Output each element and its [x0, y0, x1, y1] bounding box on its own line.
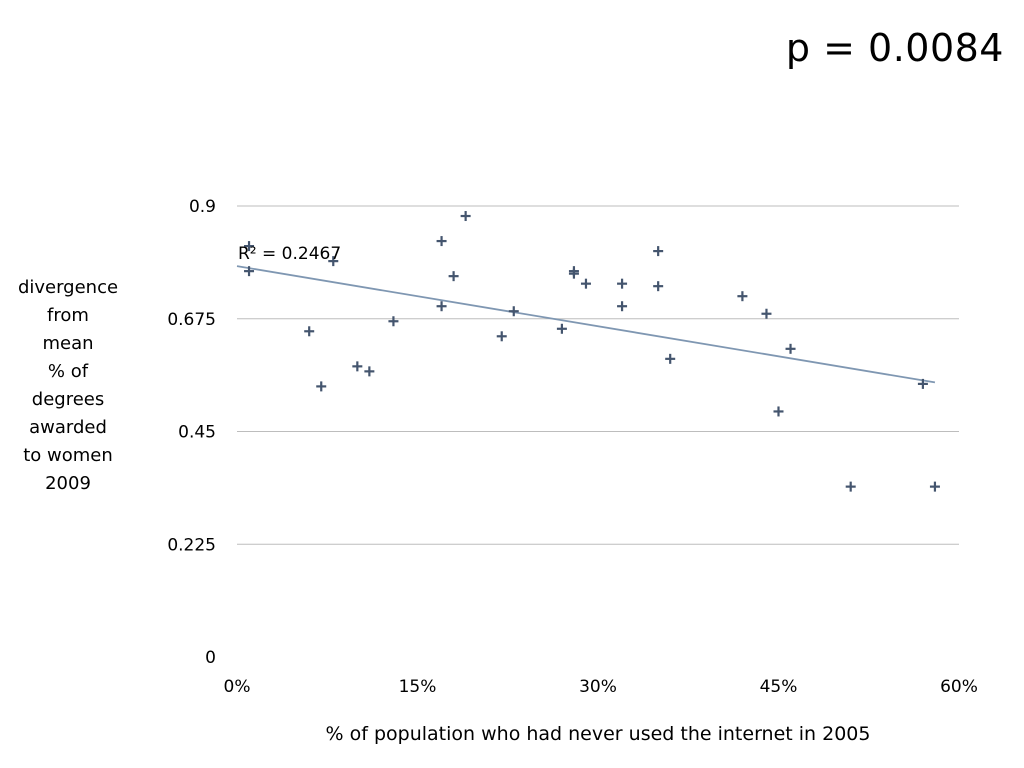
y-axis-label-line: from: [47, 305, 89, 326]
data-point: [929, 481, 940, 492]
data-point: [352, 361, 363, 372]
y-tick-label: 0.675: [167, 310, 216, 330]
y-tick-label: 0.225: [167, 535, 216, 555]
data-point: [328, 256, 339, 267]
p-value-label: p = 0.0084: [785, 26, 1004, 70]
data-point: [496, 331, 507, 342]
data-point: [364, 366, 375, 377]
y-axis-label-line: % of: [47, 361, 89, 382]
y-axis-label-line: divergence: [17, 277, 119, 298]
data-point: [436, 236, 447, 247]
y-tick-label: 0: [205, 648, 216, 668]
x-tick-label: 45%: [760, 677, 798, 697]
trendline: [236, 265, 936, 384]
x-tick-label: 60%: [940, 677, 978, 697]
data-point: [653, 281, 664, 292]
y-axis-label-line: awarded: [29, 417, 107, 438]
data-point: [460, 211, 471, 222]
data-point: [785, 343, 796, 354]
y-axis-label-line: 2009: [45, 473, 91, 494]
data-point: [244, 241, 255, 252]
data-point: [845, 481, 856, 492]
y-axis-label: divergence from mean % of degrees awarded to w…: [0, 274, 136, 498]
data-point: [665, 353, 676, 364]
x-axis-ticks: 0% 15% 30% 45% 60%: [224, 677, 978, 697]
data-point: [448, 271, 459, 282]
x-tick-label: 30%: [579, 677, 617, 697]
data-point: [508, 306, 519, 317]
r-squared-label: R² = 0.2467: [238, 244, 341, 264]
data-point: [244, 266, 255, 277]
data-point: [304, 326, 315, 337]
data-point: [580, 278, 591, 289]
y-axis-label-line: degrees: [31, 389, 105, 410]
x-tick-label: 0%: [224, 677, 251, 697]
gridlines: [237, 205, 959, 545]
data-point: [617, 301, 628, 312]
data-point: [316, 381, 327, 392]
data-point: [388, 316, 399, 327]
data-point: [617, 278, 628, 289]
y-axis-label-line: mean: [42, 333, 94, 354]
y-tick-label: 0.45: [178, 423, 216, 443]
data-point: [568, 268, 579, 279]
data-point: [737, 291, 748, 302]
y-axis-ticks: 0 0.225 0.45 0.675 0.9: [167, 197, 216, 668]
data-point: [773, 406, 784, 417]
data-point: [653, 246, 664, 257]
x-tick-label: 15%: [399, 677, 437, 697]
data-points: [244, 211, 940, 492]
y-tick-label: 0.9: [189, 197, 216, 217]
x-axis-label: % of population who had never used the i…: [325, 723, 871, 745]
y-axis-label-line: to women: [23, 445, 113, 466]
data-point: [436, 301, 447, 312]
data-point: [917, 378, 928, 389]
data-point: [761, 308, 772, 319]
trendline-group: [236, 265, 936, 384]
data-point: [556, 323, 567, 334]
